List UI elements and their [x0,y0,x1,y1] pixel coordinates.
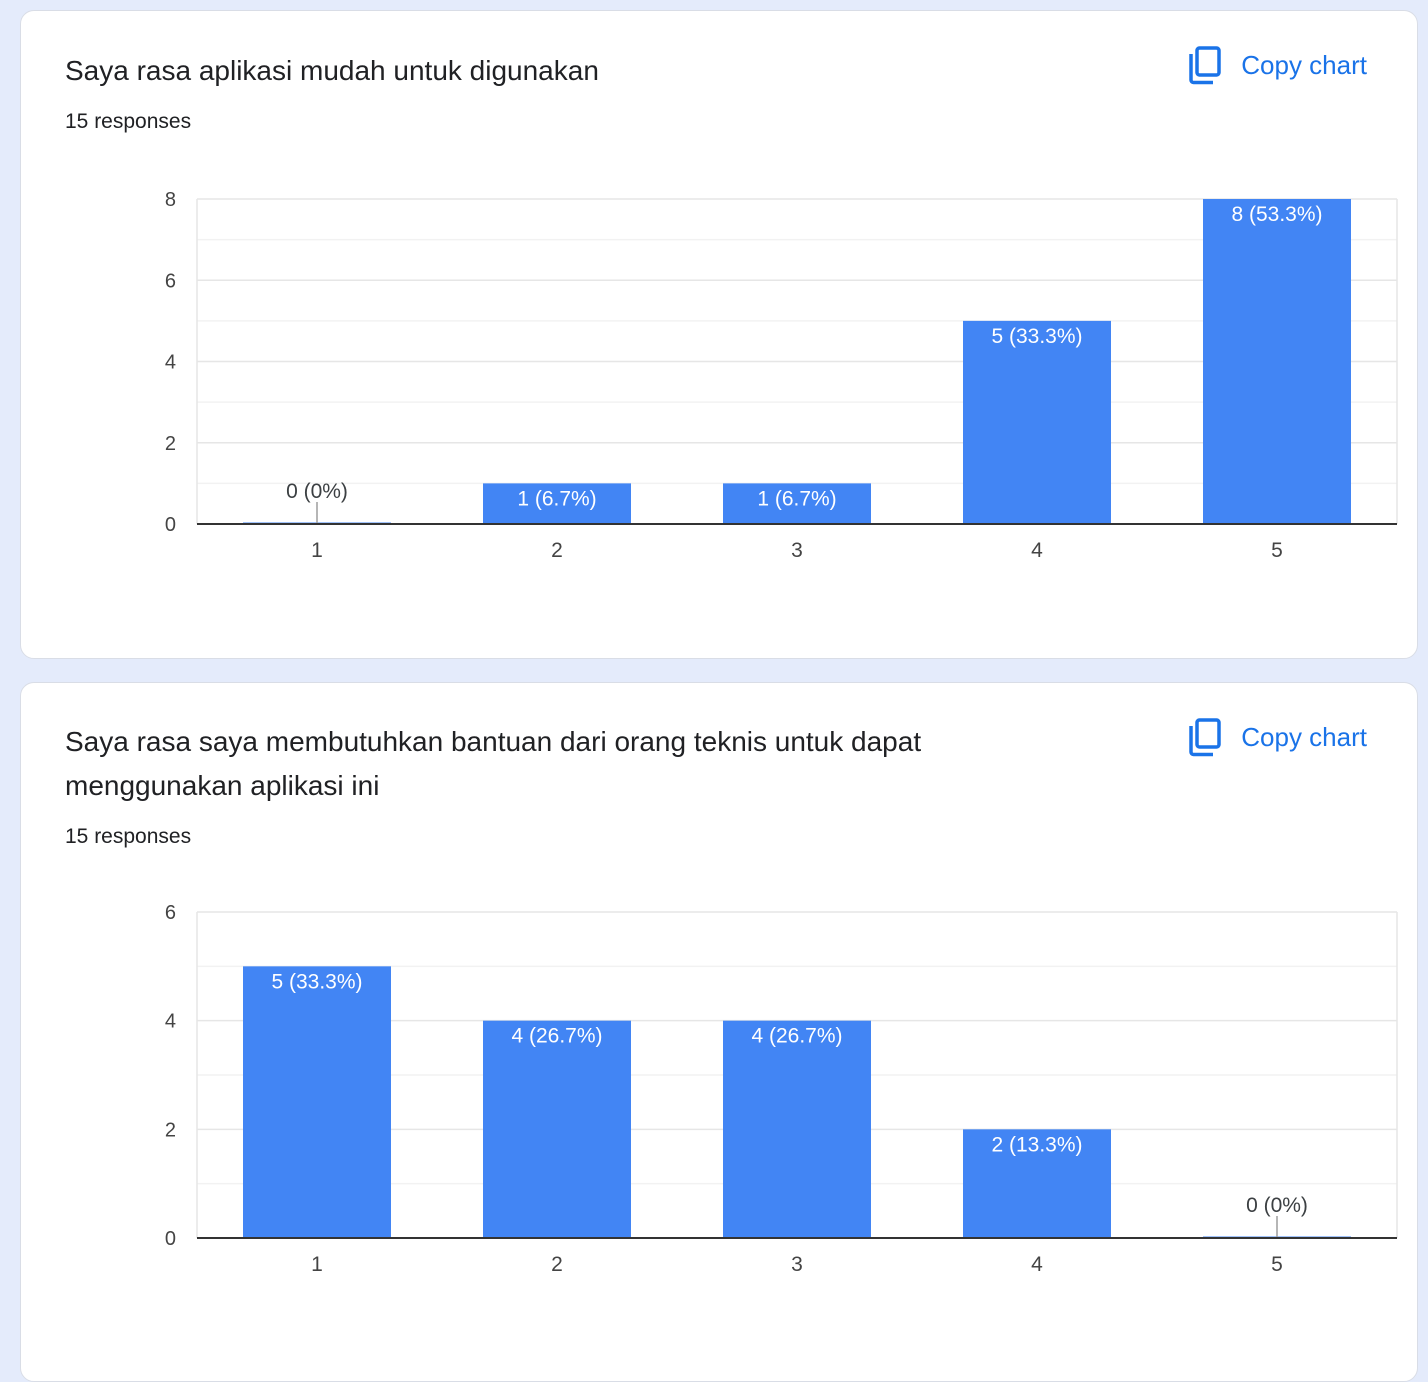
data-label: 1 (6.7%) [517,487,596,510]
x-tick-label: 3 [791,539,803,562]
y-tick-label: 0 [165,1228,176,1250]
x-tick-label: 4 [1031,539,1043,562]
copy-chart-label: Copy chart [1241,721,1367,752]
x-tick-label: 3 [791,1253,803,1276]
copy-chart-button[interactable]: Copy chart [1187,45,1367,85]
data-label: 5 (33.3%) [271,970,362,993]
bar[interactable] [963,1129,1111,1238]
data-label: 5 (33.3%) [991,325,1082,348]
bar[interactable] [723,1020,871,1238]
x-tick-label: 5 [1271,1253,1283,1276]
y-tick-label: 4 [165,352,176,374]
copy-icon [1189,46,1222,85]
bar-chart-2: 0 2 4 6 5 (33.3%) 1 4 (26.7%) 2 4 (26.7%) 3 2 (13.… [165,902,1398,1276]
data-label: 2 (13.3%) [991,1133,1082,1156]
data-label: 4 (26.7%) [511,1025,602,1048]
chart-card-2: Saya rasa saya membutuhkan bantuan dari … [20,682,1418,1382]
bar[interactable] [1203,199,1351,524]
y-tick-label: 0 [165,514,176,536]
bar[interactable] [243,966,391,1238]
y-tick-label: 2 [165,1119,176,1141]
data-label: 0 (0%) [286,480,348,503]
bar[interactable] [963,320,1111,524]
copy-icon [1189,718,1222,757]
y-tick-label: 2 [165,433,176,455]
bar[interactable] [483,1020,631,1238]
x-tick-label: 2 [551,539,563,562]
y-tick-label: 6 [165,902,176,924]
x-tick-label: 2 [551,1253,563,1276]
bar-chart-1: 0 2 4 6 8 0 (0%) 1 1 (6.7%) 2 1 (6.7%) 3 5 (33.3%) 4… [165,189,1398,562]
data-label: 8 (53.3%) [1231,203,1322,226]
bar[interactable] [723,483,871,524]
x-tick-label: 4 [1031,1253,1043,1276]
copy-chart-label: Copy chart [1241,49,1367,80]
x-tick-label: 1 [311,1253,323,1276]
data-label: 1 (6.7%) [757,487,836,510]
bar[interactable] [483,483,631,524]
y-tick-label: 4 [165,1011,176,1033]
question-title: Saya rasa saya membutuhkan bantuan dari … [65,726,922,801]
response-count: 15 responses [65,825,192,848]
copy-chart-button[interactable]: Copy chart [1187,717,1367,757]
data-label: 0 (0%) [1246,1194,1308,1217]
response-count: 15 responses [65,110,192,133]
x-tick-label: 5 [1271,539,1283,562]
chart-card-1: Saya rasa aplikasi mudah untuk digunakan… [20,10,1418,659]
data-label: 4 (26.7%) [751,1025,842,1048]
y-tick-label: 6 [165,270,176,292]
x-tick-label: 1 [311,539,323,562]
question-title: Saya rasa aplikasi mudah untuk digunakan [65,55,599,86]
y-tick-label: 8 [165,189,176,211]
